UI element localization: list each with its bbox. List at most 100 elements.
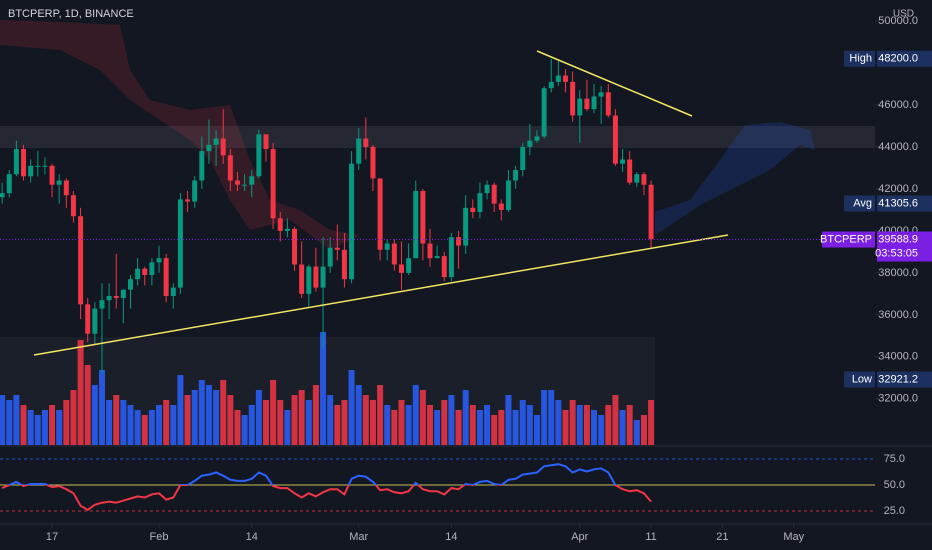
volume-bar bbox=[298, 390, 305, 445]
candle-body bbox=[584, 98, 590, 110]
candle-body bbox=[391, 243, 397, 265]
candle-body bbox=[213, 138, 219, 145]
y-tick-label: 42000.0 bbox=[878, 183, 918, 195]
volume-bar bbox=[220, 380, 227, 445]
volume-bar bbox=[619, 410, 626, 445]
candle-body bbox=[35, 165, 41, 167]
volume-bar bbox=[505, 395, 512, 445]
candle-body bbox=[370, 146, 376, 179]
candle-body bbox=[120, 289, 126, 299]
candle-body bbox=[227, 155, 233, 181]
candle-body bbox=[42, 165, 48, 167]
x-tick-label: Feb bbox=[150, 531, 169, 543]
volume-bar bbox=[20, 405, 27, 445]
candle-body bbox=[185, 199, 191, 202]
volume-bar bbox=[362, 395, 369, 445]
candle-body bbox=[570, 81, 576, 116]
volume-bar bbox=[255, 390, 262, 445]
volume-bar bbox=[640, 415, 647, 445]
price-badge-name bbox=[844, 371, 875, 388]
volume-bar bbox=[476, 410, 483, 445]
candle-body bbox=[477, 193, 483, 213]
candle-body bbox=[299, 264, 305, 294]
candle-body bbox=[85, 304, 91, 334]
candle-body bbox=[620, 159, 626, 164]
candle-body bbox=[113, 295, 119, 299]
y-tick-label: 50000.0 bbox=[878, 15, 918, 27]
price-label-name: Avg bbox=[853, 197, 872, 209]
candle-body bbox=[284, 228, 290, 231]
volume-bar bbox=[377, 385, 384, 445]
candle-body bbox=[220, 138, 226, 156]
candle-body bbox=[56, 180, 62, 185]
volume-bar bbox=[384, 405, 391, 445]
candle-body bbox=[413, 191, 419, 259]
price-badge-name bbox=[844, 195, 875, 212]
volume-bar bbox=[533, 415, 540, 445]
price-label-value: 41305.6 bbox=[878, 197, 918, 209]
price-badge bbox=[877, 195, 932, 212]
x-tick-label: 17 bbox=[46, 531, 58, 543]
candle-body bbox=[612, 115, 618, 164]
price-label-name: BTCPERP bbox=[820, 233, 872, 245]
volume-bar bbox=[434, 410, 441, 445]
volume-bar bbox=[163, 400, 170, 445]
candle-body bbox=[463, 207, 469, 246]
volume-bar bbox=[341, 400, 348, 445]
candle-body bbox=[555, 75, 561, 82]
volume-bar bbox=[262, 400, 269, 445]
candle-body bbox=[634, 174, 640, 183]
volume-bar bbox=[213, 390, 220, 445]
volume-bar bbox=[41, 410, 48, 445]
rsi-tick-label: 75.0 bbox=[884, 453, 905, 465]
volume-bar bbox=[519, 400, 526, 445]
candle-body bbox=[349, 163, 355, 280]
volume-bar bbox=[120, 400, 127, 445]
candle-body bbox=[192, 180, 198, 202]
volume-bar bbox=[462, 390, 469, 445]
volume-bar bbox=[34, 415, 41, 445]
volume-bar bbox=[70, 390, 77, 445]
candle-body bbox=[427, 243, 433, 259]
candle-body bbox=[534, 136, 540, 141]
y-tick-label: 38000.0 bbox=[878, 267, 918, 279]
candle-body bbox=[306, 266, 312, 294]
candle-body bbox=[470, 207, 476, 213]
volume-bar bbox=[562, 410, 569, 445]
candle-body bbox=[377, 178, 383, 250]
candle-body bbox=[334, 247, 340, 250]
volume-bar bbox=[27, 410, 34, 445]
volume-bar bbox=[598, 415, 605, 445]
price-label-name: High bbox=[849, 53, 872, 65]
volume-bar bbox=[177, 375, 184, 445]
candle-body bbox=[156, 258, 162, 263]
price-label-value: 32921.2 bbox=[878, 373, 918, 385]
volume-bar bbox=[148, 410, 155, 445]
price-pane bbox=[0, 58, 655, 445]
candle-body bbox=[384, 243, 390, 250]
volume-bar bbox=[448, 395, 455, 445]
candle-body bbox=[292, 228, 298, 265]
candle-body bbox=[441, 256, 447, 278]
countdown: 03:53:05 bbox=[875, 247, 918, 259]
y-tick-label: 44000.0 bbox=[878, 141, 918, 153]
volume-bar bbox=[348, 370, 355, 445]
volume-bar bbox=[0, 395, 6, 445]
candle-body bbox=[234, 180, 240, 185]
price-badge bbox=[877, 50, 932, 67]
volume-bar bbox=[84, 365, 91, 445]
volume-bar bbox=[6, 400, 13, 445]
volume-bar bbox=[469, 405, 476, 445]
volume-bar bbox=[398, 400, 405, 445]
candle-body bbox=[598, 92, 604, 97]
candle-body bbox=[277, 218, 283, 231]
candle-body bbox=[0, 193, 5, 198]
price-label-value: 48200.0 bbox=[878, 53, 918, 65]
candle-body bbox=[491, 184, 497, 204]
candle-body bbox=[270, 149, 276, 219]
candle-body bbox=[199, 151, 205, 181]
x-tick-label: 11 bbox=[645, 531, 656, 543]
